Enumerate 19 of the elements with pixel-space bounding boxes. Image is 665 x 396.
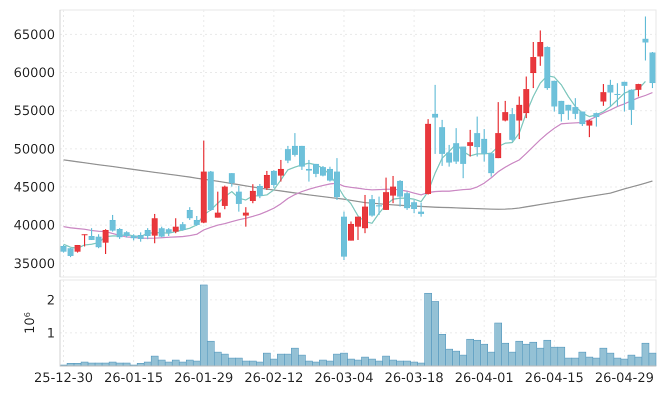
x-tick-label: 26-01-29 xyxy=(174,371,234,386)
y-tick-label: 1 xyxy=(46,326,55,342)
x-tick-label: 25-12-30 xyxy=(34,371,94,386)
y-tick-label: 55000 xyxy=(14,104,55,120)
y-tick-label: 35000 xyxy=(14,256,55,272)
x-tick-label: 26-03-04 xyxy=(314,371,374,386)
y-tick-label: 2 xyxy=(46,293,55,308)
x-tick-label: 26-01-15 xyxy=(104,371,164,386)
y-tick-label: 45000 xyxy=(14,180,55,196)
y-tick-label: 65000 xyxy=(14,28,55,43)
x-tick-label: 26-04-29 xyxy=(594,371,654,386)
y-tick-label: 60000 xyxy=(14,66,55,82)
x-tick-label: 26-04-15 xyxy=(524,371,584,386)
y-axis-title: 10⁶ xyxy=(23,312,38,334)
x-tick-label: 26-02-12 xyxy=(244,371,304,386)
x-tick-label: 26-04-01 xyxy=(454,371,514,386)
y-tick-label: 40000 xyxy=(14,218,55,234)
x-tick-label: 26-03-18 xyxy=(384,371,444,386)
y-tick-label: 50000 xyxy=(14,142,55,158)
